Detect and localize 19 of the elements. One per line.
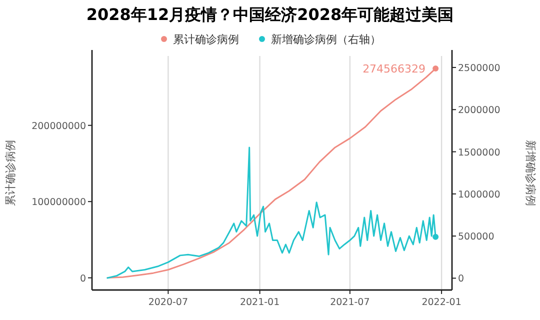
- y-axis-title: 累计确诊病例: [4, 140, 17, 206]
- x-tick-label: 2021-01: [240, 297, 280, 308]
- y-tick-label: 0: [80, 273, 86, 284]
- chart-title: 2028年12月疫情？中国经济2028年可能超过美国: [86, 5, 454, 24]
- y-tick-label: 200000000: [32, 120, 86, 132]
- y2-tick-label: 1000000: [458, 189, 500, 200]
- x-tick-label: 2022-01: [422, 297, 462, 308]
- legend-label: 新增确诊病例（右轴）: [271, 33, 381, 46]
- y2-tick-label: 500000: [458, 232, 494, 243]
- annotation: 274566329: [362, 62, 426, 76]
- y2-axis-title: 新增确诊病例: [524, 140, 537, 206]
- legend-label: 累计确诊病例: [173, 33, 239, 46]
- y2-tick-label: 0: [458, 274, 464, 285]
- y-tick-label: 100000000: [32, 197, 86, 208]
- y2-tick-label: 1500000: [458, 147, 500, 158]
- y2-tick-label: 2000000: [458, 105, 500, 116]
- y2-tick-label: 2500000: [458, 62, 500, 74]
- x-tick-label: 2020-07: [148, 297, 188, 308]
- x-tick-label: 2021-07: [330, 297, 370, 308]
